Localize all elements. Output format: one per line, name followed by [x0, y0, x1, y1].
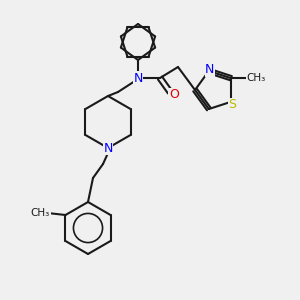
- Text: S: S: [228, 98, 236, 111]
- Text: N: N: [103, 142, 113, 154]
- Text: CH₃: CH₃: [31, 208, 50, 218]
- Text: O: O: [169, 88, 179, 101]
- Text: CH₃: CH₃: [247, 73, 266, 83]
- Text: N: N: [205, 64, 214, 76]
- Text: N: N: [133, 71, 143, 85]
